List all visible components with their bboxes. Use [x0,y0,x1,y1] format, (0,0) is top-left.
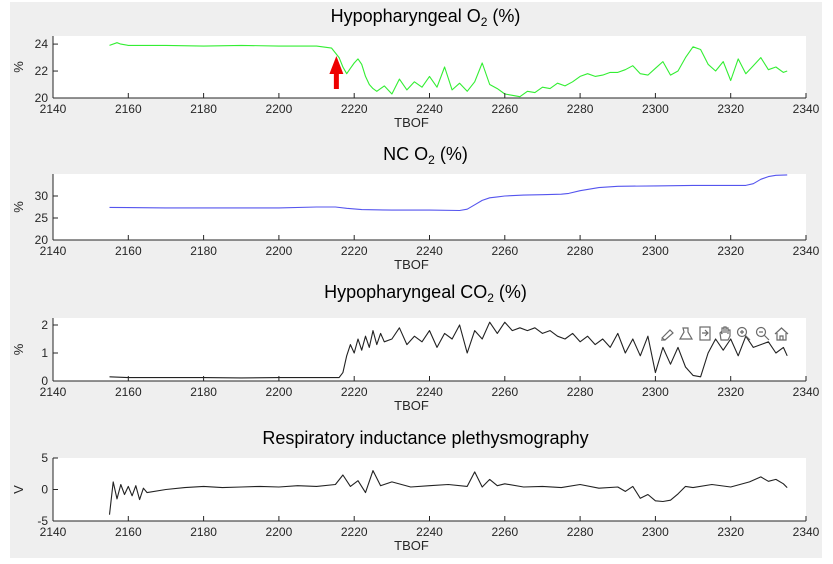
x-tick-label: 2260 [491,385,518,399]
y-tick-label: 30 [35,189,49,203]
y-tick-label: 20 [35,233,49,247]
plot-area [53,174,806,240]
figure-window: Hypopharyngeal O2 (%) 2140 2160 2180 2200 222… [10,2,822,558]
x-axis-label: TBOF [394,257,429,272]
x-tick-label: 2320 [717,385,744,399]
x-axis-label: TBOF [394,538,429,553]
x-tick-label: 2160 [115,102,142,116]
y-tick-label: 5 [41,451,48,465]
x-tick-label: 2280 [567,385,594,399]
chart-title: NC O2 (%) [383,144,468,167]
x-tick-label: 2260 [491,244,518,258]
x-tick-label: 2140 [40,385,67,399]
x-tick-label: 2260 [491,525,518,539]
x-tick-label: 2180 [190,525,217,539]
series-line-1 [109,321,788,379]
brush-icon[interactable] [659,325,675,341]
x-axis-label: TBOF [394,115,429,130]
axes-toolbar [659,325,789,341]
x-tick-label: 2280 [567,525,594,539]
x-tick-label: 2280 [567,102,594,116]
x-tick-label: 2220 [341,102,368,116]
x-tick-label: 2240 [416,525,443,539]
x-axis-label: TBOF [394,398,429,413]
pan-icon[interactable] [716,325,732,341]
x-tick-label: 2180 [190,385,217,399]
y-tick-label: 22 [35,64,49,78]
x-tick-label: 2200 [266,102,293,116]
x-tick-label: 2160 [115,244,142,258]
chart-panel-4: Respiratory inductance plethysmography 21… [11,428,820,553]
x-tick-label: 2140 [40,525,67,539]
x-tick-label: 2220 [341,525,368,539]
chart-title: Hypopharyngeal O2 (%) [331,6,521,29]
x-tick-label: 2240 [416,244,443,258]
x-tick-label: 2260 [491,102,518,116]
x-tick-label: 2160 [115,385,142,399]
chart-title: Respiratory inductance plethysmography [262,428,588,448]
y-axis-label: % [11,343,26,355]
data-tips-icon[interactable] [678,325,694,341]
red-arrow-icon [329,56,344,89]
series-line-1 [109,42,788,98]
plot-area [53,458,806,521]
x-tick-label: 2320 [717,244,744,258]
zoom-in-icon[interactable] [735,325,751,341]
x-tick-label: 2180 [190,244,217,258]
x-tick-label: 2300 [642,244,669,258]
x-tick-label: 2320 [717,102,744,116]
x-tick-label: 2300 [642,525,669,539]
x-tick-label: 2140 [40,244,67,258]
x-tick-label: 2280 [567,244,594,258]
x-tick-label: 2200 [266,385,293,399]
y-tick-label: 2 [41,318,48,332]
x-tick-label: 2300 [642,385,669,399]
chart-panel-2: NC O2 (%) 2140 2160 2180 2200 2220 2240 2260 228… [11,144,820,272]
x-tick-label: 2160 [115,525,142,539]
x-tick-label: 2300 [642,102,669,116]
y-tick-label: 24 [35,37,49,51]
x-tick-label: 2200 [266,525,293,539]
zoom-out-icon[interactable] [754,325,770,341]
x-tick-label: 2220 [341,385,368,399]
home-icon[interactable] [773,325,789,341]
x-tick-label: 2220 [341,244,368,258]
x-tick-label: 2240 [416,385,443,399]
x-tick-label: 2340 [793,244,820,258]
y-axis-label: % [11,201,26,213]
x-tick-label: 2240 [416,102,443,116]
x-tick-label: 2200 [266,244,293,258]
plot-area [53,318,806,381]
x-tick-label: 2340 [793,525,820,539]
chart-panel-3: Hypopharyngeal CO2 (%)2140 2160 2180 2200 22… [11,282,820,413]
series-line-1 [108,470,788,515]
x-tick-label: 2320 [717,525,744,539]
x-tick-label: 2140 [40,102,67,116]
y-axis-label: V [11,485,26,494]
y-tick-label: 25 [35,211,49,225]
y-tick-label: 0 [41,374,48,388]
export-icon[interactable] [697,325,713,341]
y-tick-label: -5 [37,514,48,528]
figure-canvas: Hypopharyngeal O2 (%)2140 2160 2180 2200 222… [11,6,820,553]
x-tick-label: 2340 [793,102,820,116]
y-tick-label: 0 [41,483,48,497]
chart-title: Hypopharyngeal CO2 (%) [324,282,527,305]
y-tick-label: 20 [35,91,49,105]
series-line-1 [109,174,788,212]
y-axis-label: % [11,61,26,73]
chart-panel-1: Hypopharyngeal O2 (%)2140 2160 2180 2200 222… [11,6,820,130]
y-tick-label: 1 [41,346,48,360]
x-tick-label: 2180 [190,102,217,116]
x-tick-label: 2340 [793,385,820,399]
